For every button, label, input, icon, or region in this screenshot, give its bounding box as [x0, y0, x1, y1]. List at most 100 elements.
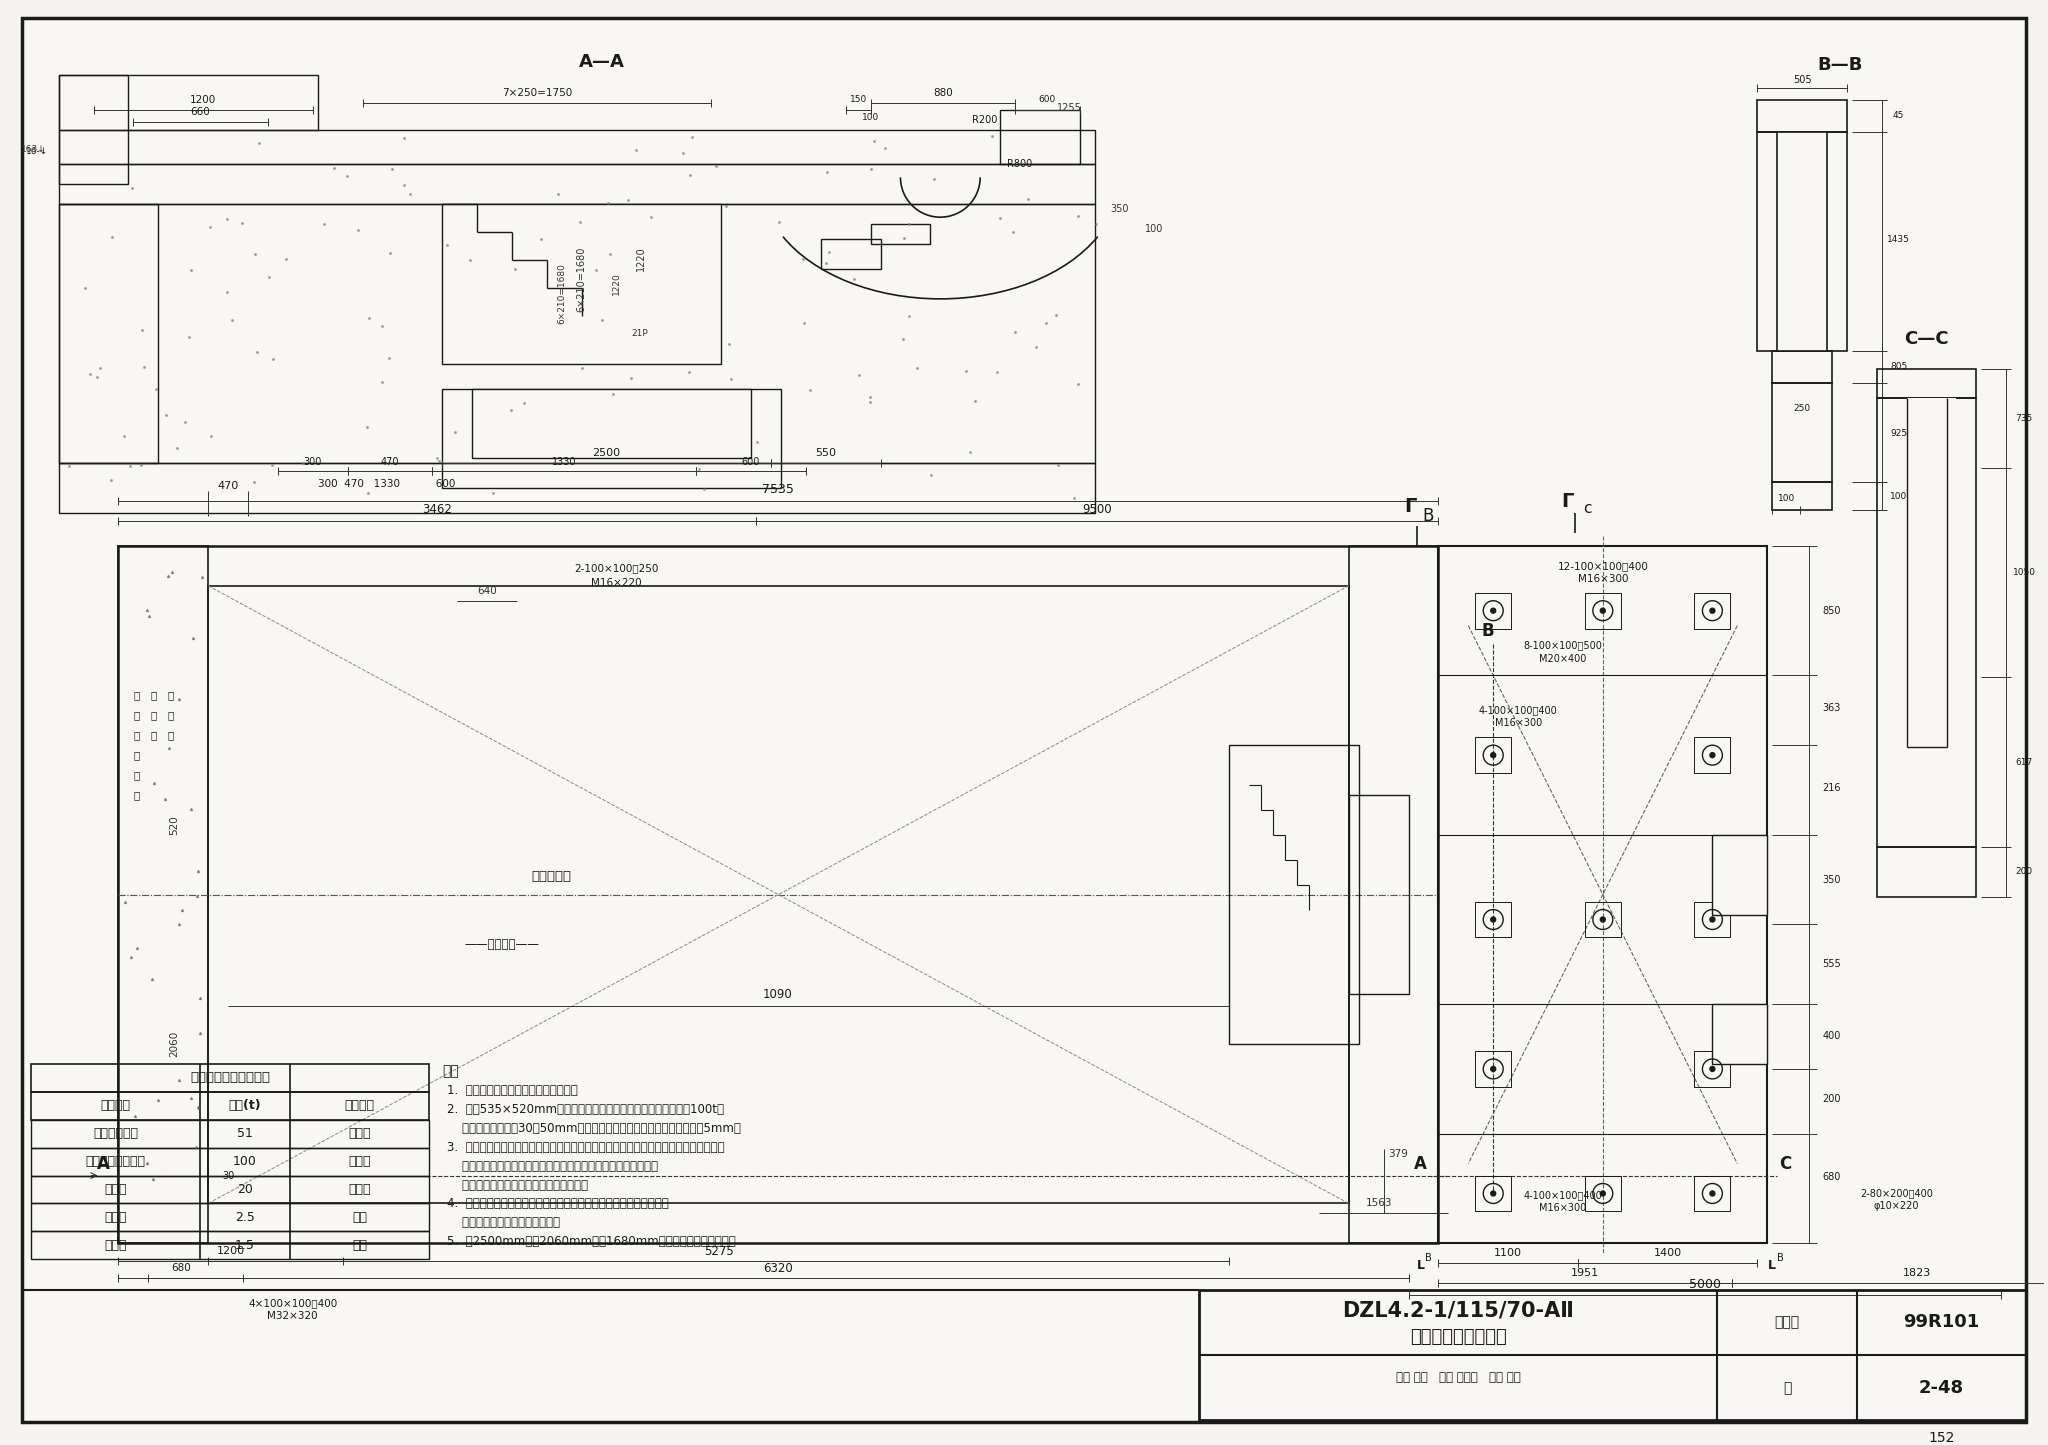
Bar — [1712, 835, 1767, 915]
Bar — [209, 585, 1350, 1204]
Text: 锅炉中心线: 锅炉中心线 — [532, 870, 571, 883]
Point — [127, 355, 160, 379]
Text: C—C: C—C — [1905, 329, 1950, 348]
Text: 2.  两条535×520mm基脚为锁炉负重区全部负重（包括炉水）为100t；: 2. 两条535×520mm基脚为锁炉负重区全部负重（包括炉水）为100t； — [446, 1103, 725, 1116]
Text: 前: 前 — [133, 691, 139, 701]
Bar — [59, 165, 1096, 204]
Point — [84, 357, 117, 380]
Bar — [1772, 383, 1831, 483]
Bar — [1694, 1176, 1731, 1211]
Circle shape — [1599, 608, 1606, 613]
Point — [367, 371, 399, 394]
Text: 163↓: 163↓ — [20, 144, 45, 155]
Point — [373, 241, 406, 264]
Point — [1042, 454, 1075, 477]
Text: A—A: A—A — [580, 53, 625, 71]
Point — [1079, 212, 1112, 236]
Text: 2-100×100预250: 2-100×100预250 — [573, 564, 659, 572]
Text: 12-100×100预400: 12-100×100预400 — [1556, 561, 1649, 571]
Point — [764, 211, 797, 234]
Text: 载荷形式: 载荷形式 — [344, 1100, 375, 1113]
Text: 侧: 侧 — [133, 790, 139, 801]
Point — [1040, 303, 1073, 327]
Point — [698, 155, 731, 178]
Point — [788, 311, 821, 334]
Point — [387, 173, 420, 197]
Text: M16×300: M16×300 — [1540, 1204, 1587, 1214]
Point — [168, 410, 201, 433]
Bar — [59, 75, 317, 130]
Text: 均布荷: 均布荷 — [348, 1127, 371, 1140]
Text: 1255: 1255 — [1057, 103, 1081, 113]
Point — [854, 390, 887, 413]
Point — [999, 321, 1032, 344]
Bar — [59, 204, 1096, 464]
Text: 箱: 箱 — [133, 730, 139, 740]
Text: 1435: 1435 — [1888, 234, 1911, 244]
Text: 面: 面 — [150, 730, 156, 740]
Text: 2500: 2500 — [592, 448, 621, 458]
Point — [211, 207, 244, 230]
Text: 2-80×200预400: 2-80×200预400 — [1860, 1188, 1933, 1198]
Bar — [1772, 383, 1800, 483]
Text: 216: 216 — [1823, 783, 1841, 793]
Point — [195, 425, 227, 448]
Text: M20×400: M20×400 — [1540, 653, 1587, 663]
Point — [109, 892, 141, 915]
Text: 鼓风机: 鼓风机 — [104, 1238, 127, 1251]
Point — [715, 367, 748, 390]
Text: 保证密封，整个风道必须光滑。: 保证密封，整个风道必须光滑。 — [446, 1217, 561, 1230]
Point — [854, 386, 887, 409]
Text: 但必须防止送风不均匀及风道阔力增大。: 但必须防止送风不均匀及风道阔力增大。 — [446, 1179, 588, 1192]
Bar — [1876, 399, 1976, 847]
Point — [287, 452, 319, 475]
Bar — [1694, 592, 1731, 629]
Bar — [59, 130, 1096, 165]
Bar — [1438, 546, 1767, 1243]
Point — [1020, 335, 1053, 358]
Text: 735: 735 — [2015, 413, 2034, 423]
Text: M32×320: M32×320 — [268, 1311, 317, 1321]
Text: Γ: Γ — [1405, 497, 1417, 516]
Bar — [1757, 100, 1847, 131]
Text: 1.  基础深度按当地土质设计部门确定。: 1. 基础深度按当地土质设计部门确定。 — [446, 1084, 578, 1097]
Point — [580, 259, 612, 282]
Point — [594, 243, 627, 266]
Bar — [1778, 131, 1827, 351]
Point — [152, 737, 184, 760]
Point — [121, 936, 154, 959]
Point — [856, 158, 889, 181]
Bar — [59, 204, 158, 464]
Text: 外: 外 — [133, 770, 139, 780]
Text: 470: 470 — [381, 457, 399, 467]
Text: 640: 640 — [477, 585, 498, 595]
Point — [524, 228, 557, 251]
Point — [893, 212, 926, 236]
Point — [809, 251, 842, 275]
Text: 页: 页 — [1784, 1381, 1792, 1394]
Point — [674, 163, 707, 186]
Bar — [59, 464, 1096, 513]
Bar — [1350, 546, 1438, 1243]
Bar — [1772, 351, 1831, 383]
Text: 5000: 5000 — [1690, 1277, 1720, 1290]
Text: 载荷名称: 载荷名称 — [100, 1100, 131, 1113]
Text: M16×300: M16×300 — [1577, 574, 1628, 584]
Text: 7535: 7535 — [762, 483, 795, 496]
Point — [618, 137, 651, 160]
Point — [981, 361, 1014, 384]
Bar — [59, 165, 1096, 204]
Circle shape — [1599, 918, 1606, 922]
Circle shape — [1491, 1191, 1495, 1196]
Point — [614, 366, 647, 389]
Point — [565, 355, 598, 379]
Point — [430, 234, 463, 257]
Text: A: A — [96, 1155, 111, 1172]
Text: 7×250=1750: 7×250=1750 — [502, 88, 571, 98]
Text: A: A — [1413, 1155, 1427, 1172]
Circle shape — [1710, 1066, 1714, 1071]
Text: 3462: 3462 — [422, 503, 453, 516]
Point — [739, 431, 772, 454]
Bar — [1876, 399, 1907, 847]
Point — [893, 305, 926, 328]
